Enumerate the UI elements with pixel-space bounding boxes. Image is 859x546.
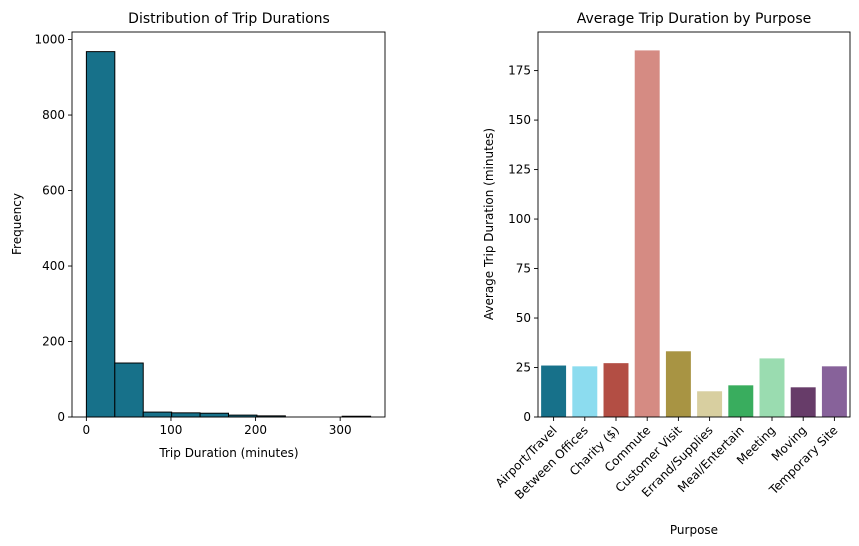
x-tick-label: 100 <box>160 423 183 437</box>
histogram-bar <box>114 362 144 418</box>
purpose-bar <box>634 50 660 417</box>
y-tick-label: 75 <box>516 262 531 276</box>
purpose-bar <box>665 351 691 417</box>
purpose-bar-chart: Average Trip Duration by Purpose Airport… <box>482 11 851 537</box>
x-tick-label: 300 <box>329 423 352 437</box>
bar-chart-y-axis-label: Average Trip Duration (minutes) <box>482 128 496 320</box>
trip-duration-histogram: Distribution of Trip Durations 0 100 200 30… <box>10 11 386 460</box>
histogram-plot-frame <box>71 31 386 418</box>
purpose-bar <box>541 365 567 417</box>
x-tick-label: 200 <box>244 423 267 437</box>
y-tick-label: 125 <box>508 163 531 177</box>
histogram-x-ticks: 0 100 200 300 <box>83 417 352 437</box>
purpose-bar <box>697 391 723 417</box>
purpose-bar <box>572 366 598 417</box>
purpose-bars <box>541 50 847 417</box>
bar-chart-x-axis-label: Purpose <box>670 523 718 537</box>
y-tick-label: 50 <box>516 311 531 325</box>
y-tick-label: 175 <box>508 64 531 78</box>
bar-chart-title: Average Trip Duration by Purpose <box>577 11 811 27</box>
histogram-title: Distribution of Trip Durations <box>128 11 330 27</box>
purpose-bar <box>603 363 629 417</box>
histogram-bar <box>85 51 116 418</box>
histogram-y-axis-label: Frequency <box>10 193 24 255</box>
y-tick-label: 1000 <box>34 33 65 47</box>
y-tick-label: 0 <box>57 410 65 424</box>
histogram-bar <box>142 411 173 418</box>
y-tick-label: 100 <box>508 212 531 226</box>
y-tick-label: 600 <box>42 184 65 198</box>
y-tick-label: 800 <box>42 108 65 122</box>
purpose-bar <box>728 385 754 417</box>
histogram-x-axis-label: Trip Duration (minutes) <box>158 446 298 460</box>
histogram-y-ticks: 0 200 400 600 800 1000 <box>34 33 72 424</box>
histogram-bars <box>85 51 372 418</box>
histogram-bar <box>199 412 230 418</box>
y-tick-label: 25 <box>516 361 531 375</box>
x-tick-label: 0 <box>83 423 91 437</box>
y-tick-label: 150 <box>508 113 531 127</box>
y-tick-label: 200 <box>42 335 65 349</box>
bar-chart-plot-frame <box>537 31 851 418</box>
y-tick-label: 400 <box>42 259 65 273</box>
purpose-bar <box>821 366 847 417</box>
purpose-bar <box>790 387 816 417</box>
histogram-bar <box>171 412 201 418</box>
purpose-y-ticks: 0 25 50 75 100 125 150 175 <box>508 64 538 424</box>
purpose-bar <box>759 358 785 417</box>
y-tick-label: 0 <box>523 410 531 424</box>
